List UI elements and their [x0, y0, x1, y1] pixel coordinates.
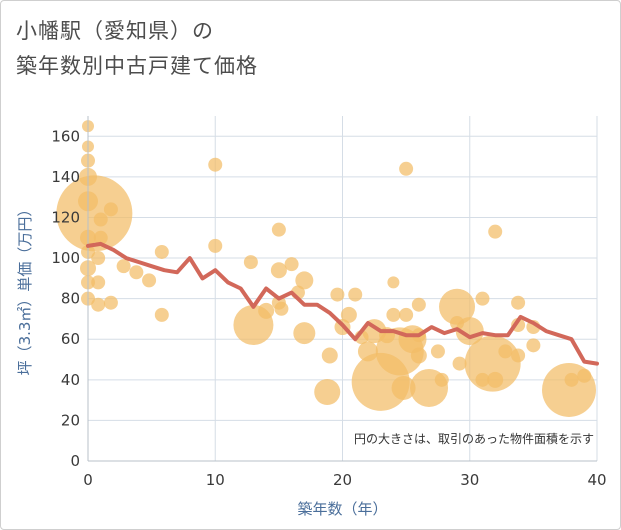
bubble-point [452, 356, 467, 371]
bubble-point [386, 307, 401, 322]
bubble-point [293, 322, 316, 345]
bubble-point [391, 375, 416, 400]
bubble-point [455, 317, 484, 346]
x-tick-label: 20 [333, 471, 352, 489]
bubble-point [208, 238, 223, 253]
y-tick-label: 20 [61, 411, 80, 429]
bubble-point [577, 368, 592, 383]
bubble-point [154, 307, 169, 322]
bubble-point [103, 295, 118, 310]
bubble-point [387, 276, 400, 289]
bubble-point [410, 347, 427, 364]
x-tick-label: 0 [83, 471, 93, 489]
bubble-point [411, 297, 426, 312]
chart-title-line1: 小幡駅（愛知県）の [16, 19, 214, 43]
tick-labels: 0 10 20 30 40 0 20 40 60 80 100 120 140 160 [51, 127, 606, 489]
average-line-series [86, 241, 599, 366]
bubble-point [564, 372, 579, 387]
bubble-point [274, 301, 289, 316]
bubble-point [348, 287, 363, 302]
x-axis-label: 築年数（年） [297, 500, 387, 518]
average-price-line [86, 241, 599, 366]
bubble-point [399, 161, 414, 176]
y-tick-label: 0 [70, 452, 80, 470]
bubble-point [321, 347, 338, 364]
x-tick-label: 40 [587, 471, 606, 489]
bubble-point [330, 287, 345, 302]
bubble-point [284, 257, 299, 272]
bubble-point [487, 371, 504, 388]
bubble-point [295, 271, 314, 290]
y-tick-label: 140 [51, 168, 80, 186]
x-tick-label: 10 [206, 471, 225, 489]
bubble-point [475, 291, 490, 306]
y-tick-label: 80 [61, 290, 80, 308]
bubble-point [258, 302, 275, 319]
bubble-point [103, 202, 118, 217]
bubble-point [243, 255, 258, 270]
bubble-point [399, 307, 414, 322]
axes [87, 116, 597, 462]
bubble-point [488, 224, 503, 239]
chart-title-line2: 築年数別中古戸建て価格 [16, 54, 258, 78]
bubble-size-note: 円の大きさは、取引のあった物件面積を示す [354, 431, 594, 446]
y-tick-label: 100 [51, 249, 80, 267]
y-tick-label: 120 [51, 208, 80, 226]
bubble-point [208, 157, 223, 172]
y-tick-label: 160 [51, 127, 80, 145]
bubble-point [270, 262, 287, 279]
chart-title: 小幡駅（愛知県）の 築年数別中古戸建て価格 [16, 14, 258, 84]
bubble-point [91, 275, 106, 290]
bubble-point [314, 379, 341, 405]
bubble-point [498, 344, 513, 359]
bubble-point [91, 251, 106, 266]
y-tick-label: 40 [61, 371, 80, 389]
bubble-point [129, 265, 144, 280]
bubble-point [340, 306, 357, 323]
bubble-point [526, 338, 541, 353]
grid-lines [87, 116, 598, 462]
bubble-point [154, 244, 169, 259]
y-tick-label: 60 [61, 330, 80, 348]
bubble-point [142, 273, 157, 288]
bubble-point [271, 222, 286, 237]
bubble-point [511, 348, 526, 363]
bubble-point [430, 344, 445, 359]
bubble-point [434, 372, 449, 387]
bubble-point [91, 297, 106, 312]
bubble-point [116, 259, 131, 274]
bubble-point [93, 212, 108, 227]
bubble-point [93, 230, 108, 245]
bubble-point [56, 175, 133, 252]
x-tick-label: 30 [460, 471, 479, 489]
bubble-point [511, 295, 526, 310]
bubble-point [439, 288, 476, 325]
y-axis-label: 坪（3.3㎡）単価（万円） [16, 202, 34, 376]
